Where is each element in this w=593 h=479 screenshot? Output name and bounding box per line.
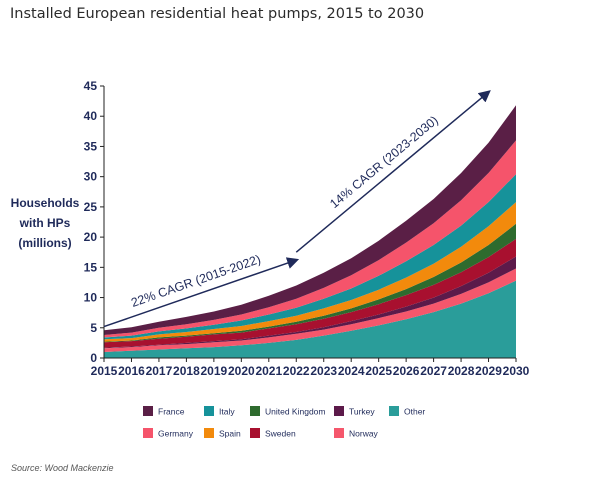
- legend-swatch-norway: [334, 428, 344, 438]
- x-tick-label: 2028: [448, 364, 475, 378]
- cagr-label-2: 14% CAGR (2023-2030): [327, 113, 441, 211]
- area-sweden: [104, 238, 516, 348]
- area-italy: [104, 174, 516, 340]
- cagr-arrow-1: [103, 257, 300, 328]
- x-tick-label: 2030: [503, 364, 530, 378]
- y-axis-label-line-3: (millions): [18, 236, 72, 250]
- x-tick-label: 2019: [201, 364, 228, 378]
- legend-item-italy: Italy: [204, 406, 235, 417]
- legend-item-spain: Spain: [204, 428, 241, 439]
- legend-item-turkey: Turkey: [334, 406, 375, 417]
- y-axis-label-line-1: Households: [10, 196, 80, 210]
- legend-label-norway: Norway: [349, 429, 379, 439]
- x-tick-label: 2029: [475, 364, 502, 378]
- area-layers: [104, 105, 516, 358]
- legend-swatch-other: [389, 406, 399, 416]
- legend-item-norway: Norway: [334, 428, 379, 439]
- area-united-kingdom: [104, 223, 516, 343]
- x-tick-label: 2022: [283, 364, 310, 378]
- legend-label-other: Other: [404, 407, 425, 417]
- y-tick-label: 15: [84, 260, 98, 274]
- area-spain: [104, 202, 516, 342]
- legend-label-italy: Italy: [219, 407, 235, 417]
- area-france: [104, 105, 516, 335]
- legend-swatch-spain: [204, 428, 214, 438]
- legend-swatch-italy: [204, 406, 214, 416]
- legend-label-germany: Germany: [158, 429, 194, 439]
- legend-label-turkey: Turkey: [349, 407, 375, 417]
- x-tick-label: 2020: [228, 364, 255, 378]
- legend-label-sweden: Sweden: [265, 429, 296, 439]
- chart-title: Installed European residential heat pump…: [10, 6, 425, 22]
- y-tick-label: 0: [90, 351, 97, 365]
- x-tick-label: 2024: [338, 364, 365, 378]
- y-tick-label: 35: [84, 139, 98, 153]
- area-turkey: [104, 256, 516, 349]
- legend-item-other: Other: [389, 406, 425, 417]
- legend-label-spain: Spain: [219, 429, 241, 439]
- area-other: [104, 280, 516, 358]
- y-axis-label: Households with HPs (millions): [10, 193, 80, 253]
- legend-swatch-sweden: [250, 428, 260, 438]
- cagr-arrow-2: [295, 90, 491, 253]
- legend-label-france: France: [158, 407, 185, 417]
- y-tick-label: 45: [84, 79, 98, 93]
- y-tick-label: 40: [84, 109, 98, 123]
- cagr-label-1: 22% CAGR (2015-2022): [129, 252, 262, 310]
- area-germany: [104, 140, 516, 338]
- x-tick-label: 2025: [365, 364, 392, 378]
- x-tick-label: 2027: [420, 364, 447, 378]
- x-tick-label: 2018: [173, 364, 200, 378]
- y-tick-label: 30: [84, 170, 98, 184]
- x-tick-label: 2021: [255, 364, 282, 378]
- y-axis-label-line-2: with HPs: [19, 216, 71, 230]
- x-tick-label: 2023: [310, 364, 337, 378]
- x-tick-label: 2026: [393, 364, 420, 378]
- legend-item-france: France: [143, 406, 185, 417]
- legend-item-united-kingdom: United Kingdom: [250, 406, 325, 417]
- y-tick-label: 20: [84, 230, 98, 244]
- legend-item-sweden: Sweden: [250, 428, 296, 439]
- area-norway: [104, 268, 516, 352]
- x-tick-label: 2016: [118, 364, 145, 378]
- x-tick-label: 2015: [91, 364, 118, 378]
- legend-item-germany: Germany: [143, 428, 194, 439]
- y-tick-label: 10: [84, 291, 98, 305]
- y-tick-label: 5: [90, 321, 97, 335]
- x-tick-label: 2017: [146, 364, 173, 378]
- legend-swatch-turkey: [334, 406, 344, 416]
- legend-swatch-germany: [143, 428, 153, 438]
- legend-swatch-france: [143, 406, 153, 416]
- y-tick-label: 25: [84, 200, 98, 214]
- legend-swatch-united-kingdom: [250, 406, 260, 416]
- source-note: Source: Wood Mackenzie: [11, 463, 114, 473]
- legend: France Italy United Kingdom Turkey Other Germ…: [143, 406, 425, 439]
- legend-label-united-kingdom: United Kingdom: [265, 407, 325, 417]
